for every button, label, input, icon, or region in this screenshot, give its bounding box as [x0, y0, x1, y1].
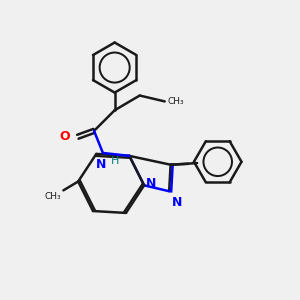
Text: N: N: [146, 177, 156, 190]
Text: N: N: [172, 196, 182, 208]
Text: H: H: [111, 156, 119, 166]
Text: CH₃: CH₃: [44, 192, 61, 201]
Text: O: O: [60, 130, 70, 143]
Text: N: N: [96, 158, 106, 171]
Text: CH₃: CH₃: [168, 97, 184, 106]
